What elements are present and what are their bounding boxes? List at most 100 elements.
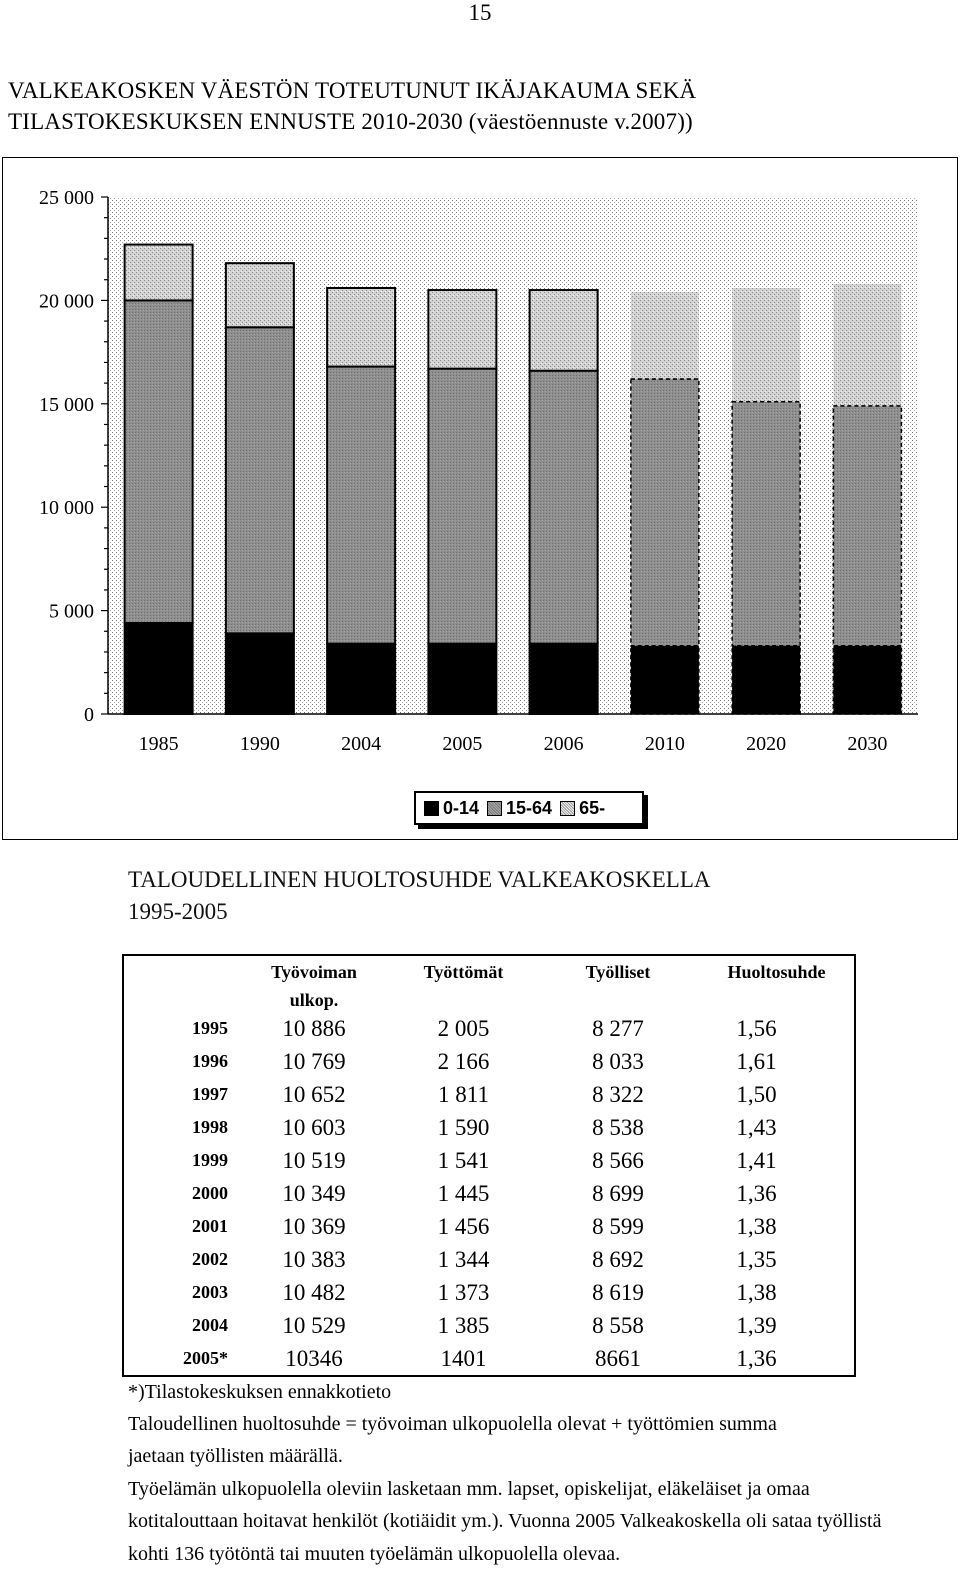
cell-employed: 8 322 (592, 1081, 644, 1107)
x-tick-label: 1990 (240, 733, 280, 755)
x-tick-label: 2010 (645, 733, 685, 755)
cell-year: 1995 (192, 1018, 228, 1038)
x-tick-label: 2006 (544, 733, 584, 755)
cell-employed: 8 033 (592, 1048, 644, 1074)
x-tick-label: 1985 (139, 733, 179, 755)
cell-unemployed: 2 005 (437, 1015, 490, 1041)
bar-segment-15-64 (832, 405, 903, 647)
footnote-3: jaetaan työllisten määrällä. (128, 1445, 343, 1467)
cell-unemployed: 1 811 (438, 1081, 489, 1107)
cell-ratio: 1,38 (736, 1279, 777, 1305)
bar-segment-65 (326, 286, 397, 368)
bar-segment-15-64 (326, 365, 397, 645)
header-outside-workforce: Työvoiman ulkop. (238, 955, 390, 1012)
cell-outside-workforce: 10 519 (282, 1147, 346, 1173)
cell-unemployed: 1401 (440, 1345, 487, 1371)
cell-year: 2003 (192, 1282, 228, 1302)
cell-ratio: 1,38 (736, 1213, 777, 1239)
chart-legend: 0-14 15-64 65- (414, 791, 644, 825)
table-row: 2003 10 482 1 373 8 619 1,38 (123, 1276, 855, 1309)
cell-unemployed: 1 456 (437, 1213, 490, 1239)
bar-segment-0-14 (630, 645, 700, 715)
bar-segment-0-14 (528, 642, 599, 715)
cell-employed: 8 277 (592, 1015, 644, 1041)
bar-segment-0-14 (326, 642, 397, 715)
table-title-line-1: TALOUDELLINEN HUOLTOSUHDE VALKEAKOSKELLA (128, 867, 711, 892)
bars (108, 243, 918, 716)
header-outside-line-2: ulkop. (289, 990, 339, 1010)
cell-ratio: 1,35 (736, 1246, 777, 1272)
bar-segment-15-64 (427, 367, 498, 645)
cell-employed: 8 538 (592, 1114, 644, 1140)
cell-unemployed: 1 373 (437, 1279, 490, 1305)
bar-segment-0-14 (427, 642, 498, 715)
bar-segment-65 (123, 243, 194, 302)
y-axis: 25 000 20 000 15 000 10 000 5 000 0 (39, 187, 109, 726)
cell-outside-workforce: 10 369 (282, 1213, 346, 1239)
population-chart: 25 000 20 000 15 000 10 000 5 000 0 1985 1990 2… (39, 187, 918, 755)
cell-ratio: 1,41 (736, 1147, 777, 1173)
cell-employed: 8 699 (592, 1180, 644, 1206)
table-row: 1998 10 603 1 590 8 538 1,43 (123, 1111, 855, 1144)
cell-outside-workforce: 10 652 (282, 1081, 346, 1107)
bar-segment-0-14 (224, 632, 295, 716)
cell-outside-workforce: 10 383 (282, 1246, 346, 1272)
footnote-4: Työelämän ulkopuolella oleviin lasketaan… (128, 1478, 810, 1500)
table-body: 1995 10 886 2 005 8 277 1,56 1996 10 769 2 166 8… (123, 1012, 855, 1376)
y-tick-label: 15 000 (39, 394, 94, 416)
chart-title-line-1: VALKEAKOSKEN VÄESTÖN TOTEUTUNUT IKÄJAKAU… (8, 78, 697, 103)
bar-segment-65 (630, 292, 699, 379)
cell-year: 1997 (192, 1084, 228, 1104)
bar-segment-65 (427, 289, 498, 370)
bar-segment-65 (833, 283, 902, 406)
bar-segment-0-14 (123, 622, 194, 715)
table-row: 1997 10 652 1 811 8 322 1,50 (123, 1078, 855, 1111)
footnote-2: Taloudellinen huoltosuhde = työvoiman ul… (128, 1413, 777, 1435)
bar-segment-15-64 (630, 378, 700, 647)
bar-segment-15-64 (731, 400, 801, 647)
cell-employed: 8 692 (592, 1246, 644, 1272)
legend-item-65: 65- (560, 798, 605, 819)
table-row: 1996 10 769 2 166 8 033 1,61 (123, 1045, 855, 1078)
cell-unemployed: 1 445 (437, 1180, 490, 1206)
cell-year: 1998 (192, 1117, 228, 1137)
table-row: 2002 10 383 1 344 8 692 1,35 (123, 1243, 855, 1276)
footnote-1: *)Tilastokeskuksen ennakkotieto (128, 1381, 392, 1403)
y-tick-label: 0 (84, 704, 94, 726)
legend-item-15-64: 15-64 (487, 798, 552, 819)
x-axis-labels: 1985 1990 2004 2005 2006 2010 2020 2030 (139, 733, 888, 755)
chart-title-line-2: TILASTOKESKUKSEN ENNUSTE 2010-2030 (väes… (8, 109, 693, 134)
cell-year: 1996 (192, 1051, 228, 1071)
cell-unemployed: 1 590 (437, 1114, 490, 1140)
cell-unemployed: 1 385 (437, 1312, 490, 1338)
legend-item-0-14: 0-14 (424, 798, 479, 819)
cell-ratio: 1,43 (736, 1114, 777, 1140)
cell-employed: 8 599 (592, 1213, 644, 1239)
cell-year: 2005* (183, 1348, 228, 1368)
bar-segment-0-14 (731, 645, 801, 715)
x-tick-label: 2005 (442, 733, 482, 755)
bar-segment-65 (224, 262, 295, 329)
table-title-line-2: 1995-2005 (128, 899, 228, 924)
bar-segment-65 (732, 287, 801, 402)
cell-outside-workforce: 10 529 (282, 1312, 346, 1338)
cell-outside-workforce: 10 886 (282, 1015, 346, 1041)
y-tick-label: 25 000 (39, 187, 94, 209)
bar-segment-15-64 (224, 326, 295, 635)
table-row: 2004 10 529 1 385 8 558 1,39 (123, 1309, 855, 1342)
y-tick-label: 5 000 (49, 601, 94, 623)
y-tick-label: 10 000 (39, 497, 94, 519)
table-row: 2001 10 369 1 456 8 599 1,38 (123, 1210, 855, 1243)
legend-swatch-0-14 (424, 800, 439, 816)
bar-segment-65 (528, 289, 599, 372)
cell-year: 2004 (192, 1315, 228, 1335)
cell-ratio: 1,50 (736, 1081, 777, 1107)
bar-segment-15-64 (528, 369, 599, 645)
header-ratio: Huoltosuhde (727, 962, 826, 982)
table-header-row: Työvoiman ulkop. Työttömät Työlliset Huo… (123, 955, 855, 1012)
x-tick-label: 2004 (341, 733, 381, 755)
cell-year: 2002 (192, 1249, 228, 1269)
cell-ratio: 1,61 (736, 1048, 777, 1074)
cell-ratio: 1,36 (736, 1180, 777, 1206)
table-row: 2005* 10346 1401 8661 1,36 (123, 1342, 855, 1376)
